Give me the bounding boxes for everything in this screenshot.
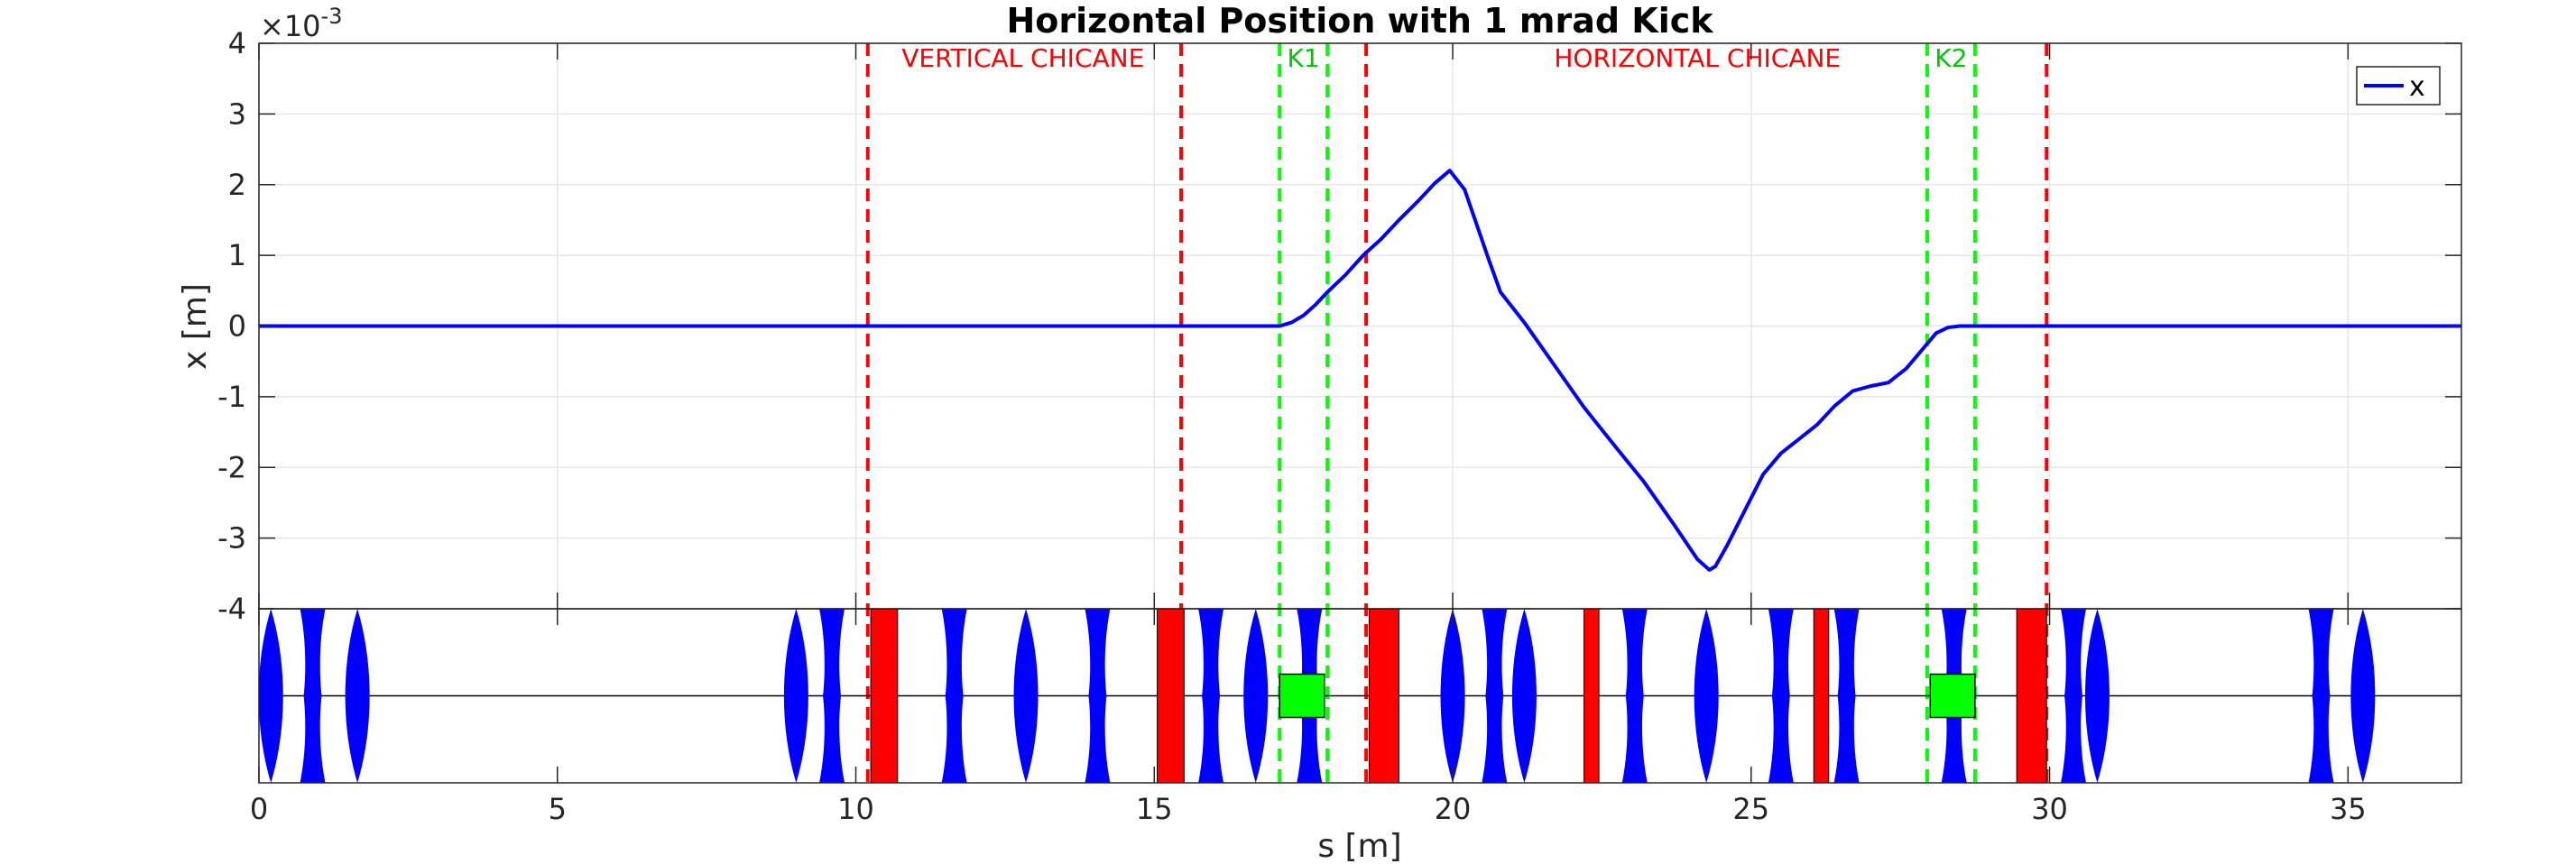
quadrupole-9 bbox=[1243, 609, 1269, 783]
y-tick-label-8: -4 bbox=[217, 592, 246, 626]
quadrupole-14 bbox=[1621, 609, 1648, 783]
region-label-3: K2 bbox=[1934, 43, 1967, 73]
lattice-frame bbox=[258, 608, 2462, 784]
y-tick-label-3: 1 bbox=[228, 238, 246, 272]
dipole-1 bbox=[1157, 608, 1185, 784]
quadrupole-3 bbox=[783, 609, 808, 783]
region-labels: VERTICAL CHICANE K1 HORIZONTAL CHICANE K2 bbox=[901, 43, 1967, 73]
quadrupole-11 bbox=[1440, 609, 1465, 783]
x-tick-label-7: 35 bbox=[2330, 792, 2367, 826]
plot-axes bbox=[258, 42, 2462, 784]
region-label-1: K1 bbox=[1288, 43, 1320, 73]
quadrupole-1 bbox=[300, 609, 326, 783]
quadrupole-13 bbox=[1511, 609, 1537, 783]
x-tick-label-2: 10 bbox=[837, 792, 874, 826]
x-tick-label-0: 0 bbox=[250, 792, 268, 826]
series-lines bbox=[259, 169, 2461, 572]
y-exponent-base: ×10 bbox=[260, 9, 321, 43]
y-tick-label-7: -3 bbox=[217, 521, 246, 556]
y-tick-label-2: 2 bbox=[228, 168, 246, 202]
y-axis-exponent: ×10-3 bbox=[260, 4, 342, 43]
x-tick-label-6: 30 bbox=[2031, 792, 2068, 826]
quadrupole-7 bbox=[1085, 609, 1111, 783]
y-tick-label-1: 3 bbox=[228, 97, 246, 131]
quadrupole-6 bbox=[1013, 609, 1039, 783]
kicker-1 bbox=[1929, 673, 1976, 719]
y-axis-label: x [m] bbox=[177, 283, 214, 370]
region-label-0: VERTICAL CHICANE bbox=[901, 43, 1144, 73]
quadrupole-5 bbox=[941, 609, 967, 783]
quadrupole-21 bbox=[2308, 609, 2334, 783]
quadrupole-4 bbox=[819, 609, 845, 783]
dipole-2 bbox=[1368, 608, 1399, 784]
legend: x bbox=[2356, 66, 2441, 106]
quadrupole-2 bbox=[345, 609, 370, 783]
dipole-3 bbox=[1583, 608, 1600, 784]
quadrupole-17 bbox=[1833, 609, 1860, 783]
kicker-0 bbox=[1279, 673, 1325, 719]
quadrupole-15 bbox=[1694, 609, 1719, 783]
quadrupole-0 bbox=[258, 609, 283, 783]
y-tick-label-5: -1 bbox=[217, 380, 246, 414]
x-tick-label-5: 25 bbox=[1732, 792, 1769, 826]
quadrupole-8 bbox=[1198, 609, 1224, 783]
y-exponent-power: -3 bbox=[321, 4, 343, 29]
x-tick-label-3: 15 bbox=[1136, 792, 1173, 826]
lattice-layout bbox=[258, 608, 2461, 784]
quadrupole-22 bbox=[2350, 609, 2376, 783]
dipole-5 bbox=[2016, 608, 2047, 784]
x-tick-label-4: 20 bbox=[1435, 792, 1472, 826]
legend-entry-label: x bbox=[2409, 71, 2425, 103]
quadrupole-20 bbox=[2084, 609, 2110, 783]
y-tick-label-0: 4 bbox=[228, 26, 246, 60]
region-label-2: HORIZONTAL CHICANE bbox=[1554, 43, 1841, 73]
y-tick-label-4: 0 bbox=[228, 309, 246, 344]
x-tick-label-1: 5 bbox=[549, 792, 567, 826]
series-line-0 bbox=[259, 169, 2461, 572]
y-tick-label-6: -2 bbox=[217, 450, 246, 484]
chart-title: Horizontal Position with 1 mrad Kick bbox=[1006, 1, 1713, 41]
quadrupole-16 bbox=[1768, 609, 1794, 783]
dipole-4 bbox=[1813, 608, 1830, 784]
quadrupole-12 bbox=[1482, 609, 1508, 783]
x-axis-label: s [m] bbox=[1317, 828, 1401, 864]
quadrupole-19 bbox=[2061, 609, 2087, 783]
dipole-0 bbox=[870, 608, 899, 784]
